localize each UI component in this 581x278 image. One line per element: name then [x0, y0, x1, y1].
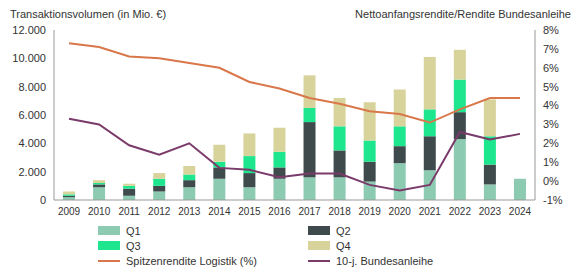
svg-text:6%: 6%	[543, 62, 559, 74]
svg-text:-1%: -1%	[543, 194, 563, 206]
html-text:Q4: Q4	[336, 239, 351, 252]
svg-text:2021: 2021	[419, 206, 442, 217]
html-text:Q3: Q3	[126, 239, 141, 252]
svg-text:2024: 2024	[509, 206, 532, 217]
svg-text:2%: 2%	[543, 137, 559, 149]
svg-text:2014: 2014	[208, 206, 231, 217]
svg-text:2013: 2013	[178, 206, 201, 217]
svg-text:2010: 2010	[88, 206, 111, 217]
svg-text:2017: 2017	[298, 206, 321, 217]
svg-text:0: 0	[40, 194, 46, 206]
html-text:Spitzenrendite Logistik (%): Spitzenrendite Logistik (%)	[126, 254, 257, 267]
svg-text:2018: 2018	[328, 206, 351, 217]
svg-text:4%: 4%	[543, 99, 559, 111]
svg-text:2016: 2016	[268, 206, 291, 217]
svg-text:2019: 2019	[359, 206, 382, 217]
svg-text:6.000: 6.000	[18, 109, 46, 121]
svg-text:12.000: 12.000	[12, 24, 46, 36]
html-text:Q1: Q1	[126, 224, 141, 237]
svg-text:10.000: 10.000	[12, 52, 46, 64]
svg-text:2011: 2011	[118, 206, 140, 217]
svg-text:2.000: 2.000	[18, 166, 46, 178]
svg-text:1%: 1%	[543, 156, 559, 168]
svg-text:2023: 2023	[479, 206, 502, 217]
svg-text:4.000: 4.000	[18, 137, 46, 149]
svg-text:2020: 2020	[389, 206, 412, 217]
svg-text:8.000: 8.000	[18, 81, 46, 93]
svg-text:0%: 0%	[543, 175, 559, 187]
html-text:10-j. Bundesanleihe: 10-j. Bundesanleihe	[336, 254, 434, 267]
svg-text:2009: 2009	[58, 206, 81, 217]
html-text:Q2: Q2	[336, 224, 351, 237]
svg-text:8%: 8%	[543, 24, 559, 36]
svg-text:2015: 2015	[238, 206, 261, 217]
svg-text:7%: 7%	[543, 43, 559, 55]
svg-text:2012: 2012	[148, 206, 171, 217]
svg-text:5%: 5%	[543, 81, 559, 93]
svg-text:2022: 2022	[449, 206, 472, 217]
html-text:Nettoanfangsrendite/Rendite Bu: Nettoanfangsrendite/Rendite Bundesanleih…	[355, 8, 571, 20]
html-text:Transaktionsvolumen (in Mio. €: Transaktionsvolumen (in Mio. €)	[10, 8, 167, 20]
svg-text:3%: 3%	[543, 118, 559, 130]
